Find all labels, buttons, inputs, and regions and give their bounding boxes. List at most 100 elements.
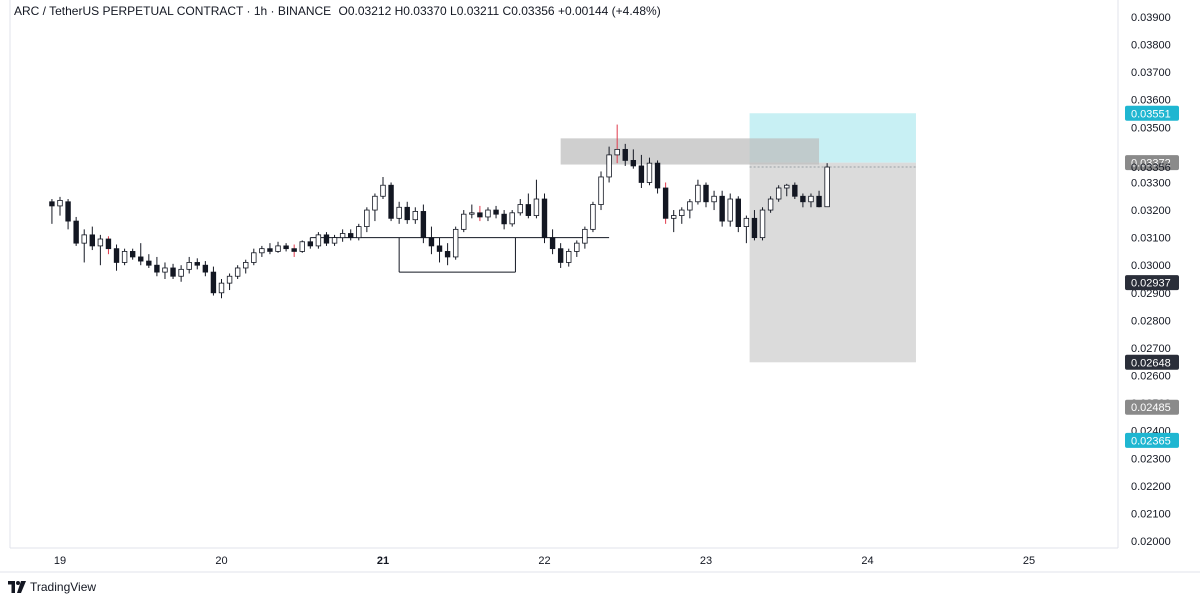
- price-tick-label: 0.02800: [1131, 315, 1171, 327]
- candle-body-down: [65, 201, 71, 222]
- candle: [436, 237, 443, 263]
- price-badge-label: 0.03356: [1131, 162, 1171, 174]
- candle-body-down: [105, 238, 112, 250]
- candle: [420, 204, 427, 244]
- candle-body-up: [452, 228, 459, 258]
- candle: [743, 215, 750, 244]
- candle-body-up: [299, 241, 305, 252]
- candle: [638, 154, 645, 188]
- stop-zone[interactable]: [749, 162, 916, 363]
- low-value: 0.03211: [456, 4, 500, 18]
- candle: [396, 201, 402, 224]
- price-badge-label: 0.02937: [1131, 278, 1171, 290]
- price-tick-label: 0.02700: [1131, 343, 1171, 355]
- candle: [372, 193, 378, 222]
- candle: [622, 143, 628, 166]
- high-value: 0.03370: [403, 4, 447, 18]
- candle-body-up: [485, 209, 491, 218]
- candle-body-up: [727, 198, 733, 222]
- price-badge: 0.03372: [1125, 155, 1179, 171]
- candle-body-up: [178, 268, 184, 277]
- price-badge-bg: [1125, 105, 1179, 121]
- price-tick-label: 0.03200: [1131, 205, 1171, 217]
- candle-body-up: [533, 198, 540, 216]
- candle: [251, 248, 257, 266]
- candle-body-down: [347, 233, 354, 239]
- lines-layer: [310, 237, 610, 273]
- chart-legend: ARC / TetherUS PERPETUAL CONTRACT · 1h ·…: [14, 4, 661, 18]
- candle: [243, 259, 249, 274]
- price-tick-label: 0.03900: [1131, 12, 1171, 24]
- candle-body-up: [743, 217, 750, 227]
- candle-body-down: [541, 198, 548, 239]
- candle-body-up: [614, 148, 620, 156]
- close-label: C: [502, 4, 512, 18]
- candle-body-up: [711, 195, 717, 203]
- candle-body-down: [638, 165, 645, 183]
- candle-body-down: [525, 204, 532, 216]
- candle: [566, 248, 572, 267]
- candle-body-down: [202, 264, 209, 273]
- candle: [65, 199, 71, 230]
- tradingview-footer[interactable]: TradingView: [8, 578, 96, 596]
- candle: [469, 204, 475, 219]
- price-tick-label: 0.02600: [1131, 371, 1171, 383]
- price-tick-label: 0.03700: [1131, 67, 1171, 79]
- candle: [380, 176, 386, 200]
- price-tick-label: 0.03500: [1131, 122, 1171, 134]
- candle-body-down: [630, 160, 637, 167]
- candle: [170, 263, 176, 279]
- candle: [719, 190, 725, 227]
- candles-layer: [49, 124, 830, 299]
- price-badge: 0.02365: [1125, 432, 1179, 448]
- candle-body-down: [194, 262, 200, 266]
- candle: [339, 229, 346, 242]
- candle-body-up: [566, 251, 572, 263]
- candle-body-down: [404, 206, 410, 221]
- candle: [590, 201, 596, 233]
- candle-body-up: [759, 209, 766, 239]
- price-tick-label: 0.02000: [1131, 536, 1171, 548]
- candle: [307, 237, 314, 249]
- candle-body-up: [461, 213, 467, 230]
- candle: [671, 210, 677, 233]
- candle-body-down: [129, 251, 136, 258]
- time-tick-label: 19: [54, 555, 66, 567]
- candle: [477, 205, 483, 222]
- candle-body-up: [784, 184, 790, 189]
- candle-body-up: [372, 195, 378, 211]
- candle-body-up: [121, 251, 128, 263]
- candle-body-up: [234, 267, 241, 277]
- candle: [129, 248, 136, 260]
- close-value: 0.03356: [511, 4, 555, 18]
- candle: [388, 182, 394, 222]
- candle-body-up: [97, 238, 104, 247]
- candle-body-down: [703, 184, 709, 203]
- candle: [574, 240, 580, 257]
- candle: [138, 243, 144, 266]
- candle: [800, 193, 806, 208]
- price-badge-bg: [1125, 354, 1179, 370]
- candle-body-up: [767, 198, 774, 211]
- price-badge: 0.02937: [1125, 275, 1179, 291]
- candle-body-up: [218, 282, 225, 294]
- candle: [146, 254, 152, 268]
- candle: [356, 223, 362, 241]
- candle-body-up: [186, 262, 192, 270]
- candle-body-down: [477, 212, 483, 218]
- time-tick-label: 22: [538, 555, 550, 567]
- candle-body-down: [436, 245, 443, 252]
- price-tick-label: 0.02100: [1131, 508, 1171, 520]
- candle: [557, 243, 564, 268]
- candle: [186, 256, 192, 274]
- price-tick-label: 0.02300: [1131, 453, 1171, 465]
- candle: [154, 256, 160, 277]
- candle: [178, 265, 184, 282]
- candle: [711, 190, 717, 211]
- time-tick-label: 24: [861, 555, 873, 567]
- candle-body-down: [622, 148, 628, 161]
- candle-body-down: [549, 237, 556, 250]
- candle: [275, 241, 281, 253]
- supply-zone[interactable]: [560, 138, 820, 165]
